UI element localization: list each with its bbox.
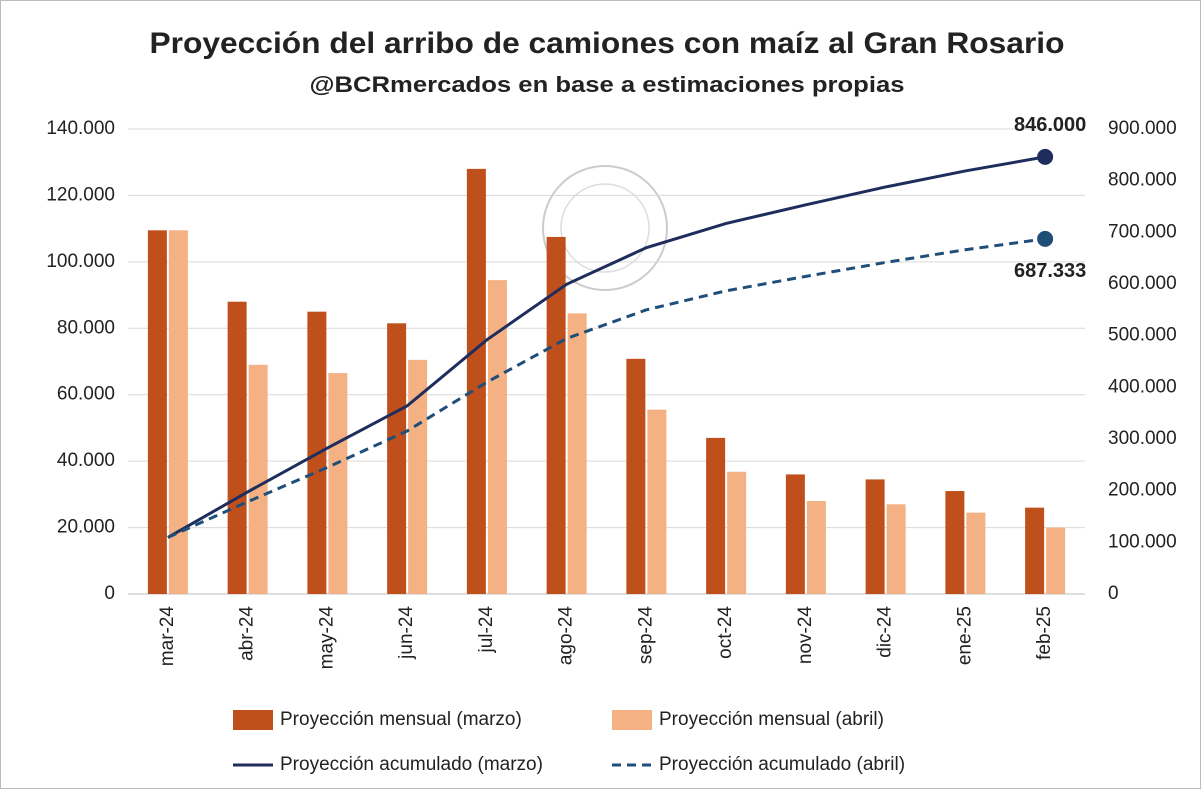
legend-label: Proyección mensual (abril) (659, 709, 884, 730)
x-tick-label: ene-25 (954, 606, 975, 665)
end-point (1037, 230, 1054, 247)
x-tick-label: sep-24 (635, 606, 656, 665)
bar (248, 364, 268, 594)
bar (706, 437, 726, 594)
bar (1046, 527, 1066, 594)
y-tick-label: 40.000 (57, 450, 115, 471)
y2-tick-label: 800.000 (1108, 170, 1177, 191)
legend-label: Proyección mensual (marzo) (280, 709, 522, 730)
legend-label: Proyección acumulado (abril) (659, 754, 905, 775)
bar (147, 230, 167, 594)
y2-tick-label: 700.000 (1108, 221, 1177, 242)
bar (727, 471, 747, 594)
y2-tick-label: 600.000 (1108, 273, 1177, 294)
y2-tick-label: 400.000 (1108, 376, 1177, 397)
bar (806, 501, 826, 594)
bar (168, 230, 188, 594)
y-tick-label: 100.000 (46, 251, 115, 272)
line (167, 237, 1046, 539)
bar (466, 168, 486, 594)
y-tick-label: 80.000 (57, 317, 115, 338)
watermark (560, 183, 650, 273)
legend-label: Proyección acumulado (marzo) (280, 754, 543, 775)
x-tick-label: ago-24 (556, 606, 577, 666)
bar (886, 504, 906, 594)
x-tick-label: nov-24 (795, 606, 816, 665)
y-tick-label: 0 (104, 583, 115, 604)
bar (567, 313, 587, 594)
bar (865, 479, 885, 594)
chart-subtitle: @BCRmercados en base a estimaciones prop… (310, 72, 905, 97)
x-tick-label: jul-24 (476, 606, 497, 654)
y2-tick-label: 900.000 (1108, 118, 1177, 139)
x-tick-label: may-24 (316, 606, 337, 670)
bar (626, 358, 646, 594)
x-tick-label: mar-24 (157, 606, 178, 667)
x-tick-label: feb-25 (1034, 606, 1055, 660)
end-point (1037, 148, 1054, 165)
y2-tick-label: 0 (1108, 583, 1119, 604)
bar (945, 491, 965, 594)
data-label: 846.000 (1014, 114, 1086, 136)
x-tick-label: oct-24 (715, 606, 736, 659)
bar (546, 236, 566, 595)
chart-title: Proyección del arribo de camiones con ma… (150, 27, 1065, 60)
bar (966, 512, 986, 594)
x-tick-label: jun-24 (396, 606, 417, 660)
watermark (542, 165, 668, 291)
y-tick-label: 60.000 (57, 384, 115, 405)
legend-swatch (233, 710, 273, 730)
x-tick-label: dic-24 (875, 606, 896, 658)
bar (328, 373, 348, 594)
bar (387, 323, 407, 594)
legend-swatch (612, 710, 652, 730)
line (167, 155, 1046, 539)
y-tick-label: 120.000 (46, 184, 115, 205)
data-label: 687.333 (1014, 260, 1086, 282)
y2-tick-label: 500.000 (1108, 325, 1177, 346)
x-tick-label: abr-24 (237, 606, 258, 661)
y2-tick-label: 100.000 (1108, 531, 1177, 552)
y-tick-label: 140.000 (46, 118, 115, 139)
y-tick-label: 20.000 (57, 517, 115, 538)
bar (408, 359, 428, 594)
bar (1025, 507, 1045, 594)
bar (487, 280, 507, 594)
y2-tick-label: 300.000 (1108, 428, 1177, 449)
y2-tick-label: 200.000 (1108, 480, 1177, 501)
bar (785, 474, 805, 594)
bar (227, 301, 247, 594)
bar (647, 409, 667, 594)
